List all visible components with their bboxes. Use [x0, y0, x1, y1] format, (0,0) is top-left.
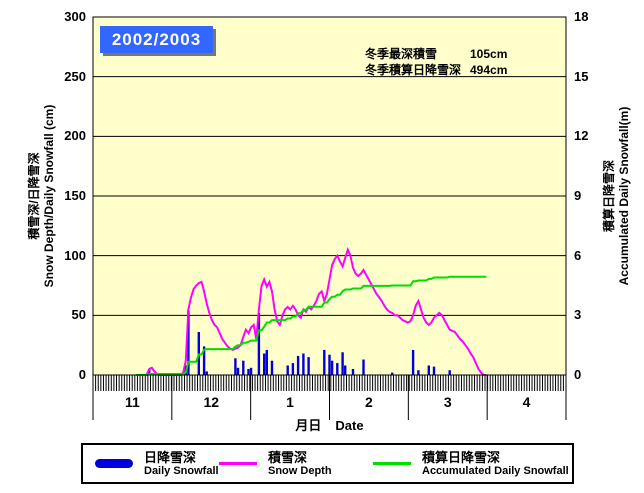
daily-snowfall-bar	[336, 363, 339, 375]
legend-daily-snowfall-en: Daily Snowfall	[144, 464, 219, 477]
legend-daily-snowfall-jp: 日降雪深	[144, 449, 197, 465]
legend-item-accumulated: 積算日降雪深 Accumulated Daily Snowfall	[373, 445, 569, 482]
daily-snowfall-bar	[257, 312, 261, 375]
daily-snowfall-bar	[391, 372, 394, 375]
x-month-label: 12	[203, 394, 220, 410]
y-right-axis-title: 積算日降雪深 Accumulated Daily Snowfall(m)	[602, 76, 632, 316]
x-month-label: 11	[125, 394, 140, 410]
daily-snowfall-bar	[330, 360, 334, 375]
x-axis-title: 月日 Date	[93, 415, 566, 434]
y-left-tick-label: 50	[71, 307, 86, 323]
daily-snowfall-bar	[148, 369, 151, 375]
daily-snowfall-bar	[205, 371, 208, 375]
max-depth-label: 冬季最深積雪	[365, 47, 438, 61]
x-month-label: 3	[443, 394, 452, 410]
accumulated-snowfall-line	[136, 275, 487, 376]
plot-border	[92, 16, 567, 376]
legend-snow-depth-jp: 積雪深	[268, 449, 308, 465]
legend-item-daily-snowfall: 日降雪深 Daily Snowfall	[95, 445, 219, 482]
daily-snowfall-bar	[417, 370, 420, 375]
y-right-tick-label: 6	[574, 247, 582, 263]
total-snowfall-label: 冬季積算日降雪深	[365, 63, 462, 77]
legend: 日降雪深 Daily Snowfall 積雪深 Snow Depth 積算日降雪…	[81, 443, 574, 484]
accumulated-swatch-icon	[373, 462, 411, 465]
daily-snowfall-bar	[432, 366, 436, 375]
y-left-tick-label: 250	[64, 68, 86, 84]
daily-snowfall-bar	[270, 360, 274, 375]
total-snowfall-row: 冬季積算日降雪深 494cm	[365, 62, 507, 78]
legend-accumulated-en: Accumulated Daily Snowfall	[422, 464, 569, 477]
chart-title: 2002/2003	[100, 26, 213, 53]
daily-snowfall-bar	[263, 353, 266, 375]
daily-snowfall-bar	[234, 358, 237, 375]
daily-snowfall-bar	[362, 359, 365, 375]
daily-snowfall-bar	[411, 349, 415, 375]
daily-snowfall-bar	[236, 367, 240, 375]
daily-snowfall-bar	[328, 354, 331, 375]
daily-snowfall-bar	[448, 370, 451, 375]
daily-snowfall-bar	[323, 349, 326, 375]
snow-depth-line	[136, 246, 487, 376]
daily-snowfall-bar	[202, 346, 206, 375]
daily-snowfall-bar	[249, 367, 253, 375]
y-right-axis-title-jp: 積算日降雪深	[602, 160, 616, 233]
daily-snowfall-bar	[307, 357, 310, 375]
y-right-tick-label: 9	[574, 188, 582, 203]
y-right-tick-label: 0	[574, 367, 582, 382]
y-right-axis-title-en: Accumulated Daily Snowfall(m)	[617, 106, 631, 286]
total-snowfall-value: 494cm	[470, 63, 508, 77]
y-left-tick-label: 200	[64, 128, 86, 144]
x-month-label: 2	[365, 394, 373, 410]
x-month-label: 1	[286, 394, 294, 410]
y-left-tick-label: 100	[64, 247, 86, 263]
daily-snowfall-bar	[341, 352, 344, 375]
daily-snowfall-bar	[291, 363, 295, 375]
y-left-tick-label: 300	[64, 9, 86, 24]
y-right-tick-label: 18	[574, 9, 589, 24]
y-right-tick-label: 3	[574, 307, 582, 323]
daily-snowfall-swatch-icon	[95, 459, 133, 468]
season-stats: 冬季最深積雪 105cm 冬季積算日降雪深 494cm	[365, 46, 507, 78]
daily-snowfall-bar	[351, 369, 355, 375]
daily-snowfall-bar	[265, 349, 268, 375]
daily-snowfall-bar	[242, 360, 245, 375]
daily-snowfall-bar	[302, 353, 305, 375]
daily-snowfall-bar	[247, 369, 250, 375]
snow-depth-swatch-icon	[219, 462, 257, 465]
y-left-tick-label: 150	[64, 188, 86, 203]
daily-snowfall-bar	[187, 310, 190, 375]
max-depth-value: 105cm	[470, 47, 508, 61]
daily-snowfall-bar	[296, 355, 300, 375]
daily-snowfall-bar	[286, 365, 289, 375]
legend-accumulated-jp: 積算日降雪深	[422, 449, 501, 465]
legend-snow-depth-en: Snow Depth	[268, 464, 332, 477]
x-axis-title-jp: 月日	[295, 418, 322, 433]
x-axis-title-en: Date	[335, 418, 364, 433]
y-right-tick-label: 12	[574, 128, 589, 144]
max-depth-row: 冬季最深積雪 105cm	[365, 46, 507, 62]
legend-item-snow-depth: 積雪深 Snow Depth	[219, 445, 332, 482]
y-left-tick-label: 0	[78, 367, 86, 382]
daily-snowfall-bar	[344, 365, 347, 375]
x-month-label: 4	[522, 394, 531, 410]
y-right-tick-label: 15	[574, 68, 589, 84]
daily-snowfall-bar	[427, 365, 430, 375]
